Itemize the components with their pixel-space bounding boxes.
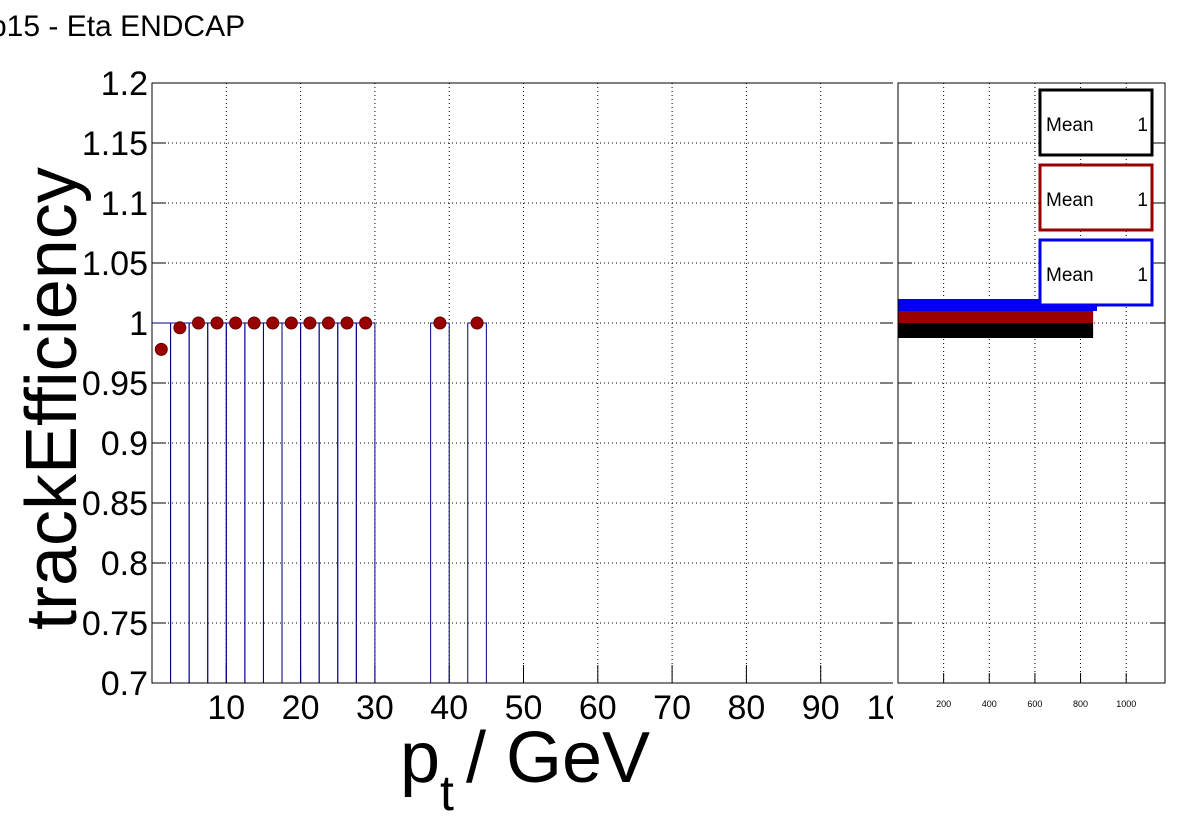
histogram-bar (152, 322, 172, 683)
data-point (321, 316, 335, 330)
histogram-bar (467, 322, 487, 683)
stats-label: Mean (1046, 265, 1094, 286)
y-tick-label: 1 (129, 305, 148, 343)
histogram-bar (355, 322, 376, 683)
bar (898, 323, 1094, 338)
data-point (173, 321, 187, 335)
y-tick-label: 1.1 (101, 185, 148, 223)
data-point (433, 316, 447, 330)
y-tick-label: 0.85 (82, 485, 148, 523)
stats-box (1038, 88, 1154, 157)
data-point (247, 316, 261, 330)
data-point (229, 316, 243, 330)
plot-area (152, 316, 487, 683)
y-axis-title: trackEfficiency (12, 167, 92, 630)
bar (898, 311, 1094, 323)
y-tick-label: 0.7 (101, 665, 148, 703)
y-tick-label: 1.15 (82, 125, 148, 163)
stats-value: 1 (1137, 265, 1148, 286)
x-tick-label: 40 (430, 689, 468, 727)
data-point (470, 316, 484, 330)
x-axis-title: pt / GeV (400, 718, 650, 821)
x-axis-title-main: p (400, 718, 440, 798)
chart-title: p15 - Eta ENDCAP (0, 10, 245, 43)
histogram-bar (318, 322, 339, 683)
x-tick-label: 1000 (1116, 699, 1136, 709)
data-point (359, 316, 373, 330)
x-tick-label: 90 (802, 689, 840, 727)
histogram-bar (225, 322, 246, 683)
data-point (303, 316, 317, 330)
x-tick-label: 200 (936, 699, 951, 709)
stats-box (1038, 163, 1154, 232)
y-tick-label: 0.75 (82, 605, 148, 643)
data-point (266, 316, 280, 330)
histogram-bar (188, 322, 209, 683)
x-tick-label: 800 (1073, 699, 1088, 709)
stats-box (1038, 238, 1154, 307)
x-tick-label: 600 (1027, 699, 1042, 709)
y-tick-label: 0.9 (101, 425, 148, 463)
x-axis-title-rest: / GeV (466, 718, 650, 798)
frame (897, 82, 1166, 684)
stats-label: Mean (1046, 115, 1094, 136)
histogram-bar (170, 322, 190, 683)
data-point (210, 316, 224, 330)
histogram-bar (262, 322, 283, 683)
x-tick-label: 70 (653, 689, 691, 727)
stats-label: Mean (1046, 190, 1094, 211)
histogram-bar (281, 322, 302, 683)
y-tick-label: 0.95 (82, 365, 148, 403)
histogram-bar (244, 322, 264, 683)
x-axis-title-sub: t (440, 765, 454, 821)
histogram-bar (430, 322, 450, 683)
stats-value: 1 (1137, 115, 1148, 136)
y-tick-label: 1.05 (82, 245, 148, 283)
x-tick-label: 30 (356, 689, 394, 727)
data-point (154, 342, 168, 356)
x-tick-label: 50 (505, 689, 543, 727)
x-tick-label: 20 (282, 689, 320, 727)
y-tick-label: 1.2 (101, 65, 148, 103)
y-tick-label: 0.8 (101, 545, 148, 583)
data-point (340, 316, 354, 330)
histogram-bar (207, 322, 227, 683)
data-point (284, 316, 298, 330)
histogram-bar (300, 322, 320, 683)
stats-value: 1 (1137, 190, 1148, 211)
x-tick-label: 10 (207, 689, 245, 727)
data-point (191, 316, 205, 330)
x-tick-label: 60 (579, 689, 617, 727)
histogram-bar (337, 322, 357, 683)
x-tick-label: 80 (727, 689, 765, 727)
x-tick-label: 400 (982, 699, 997, 709)
